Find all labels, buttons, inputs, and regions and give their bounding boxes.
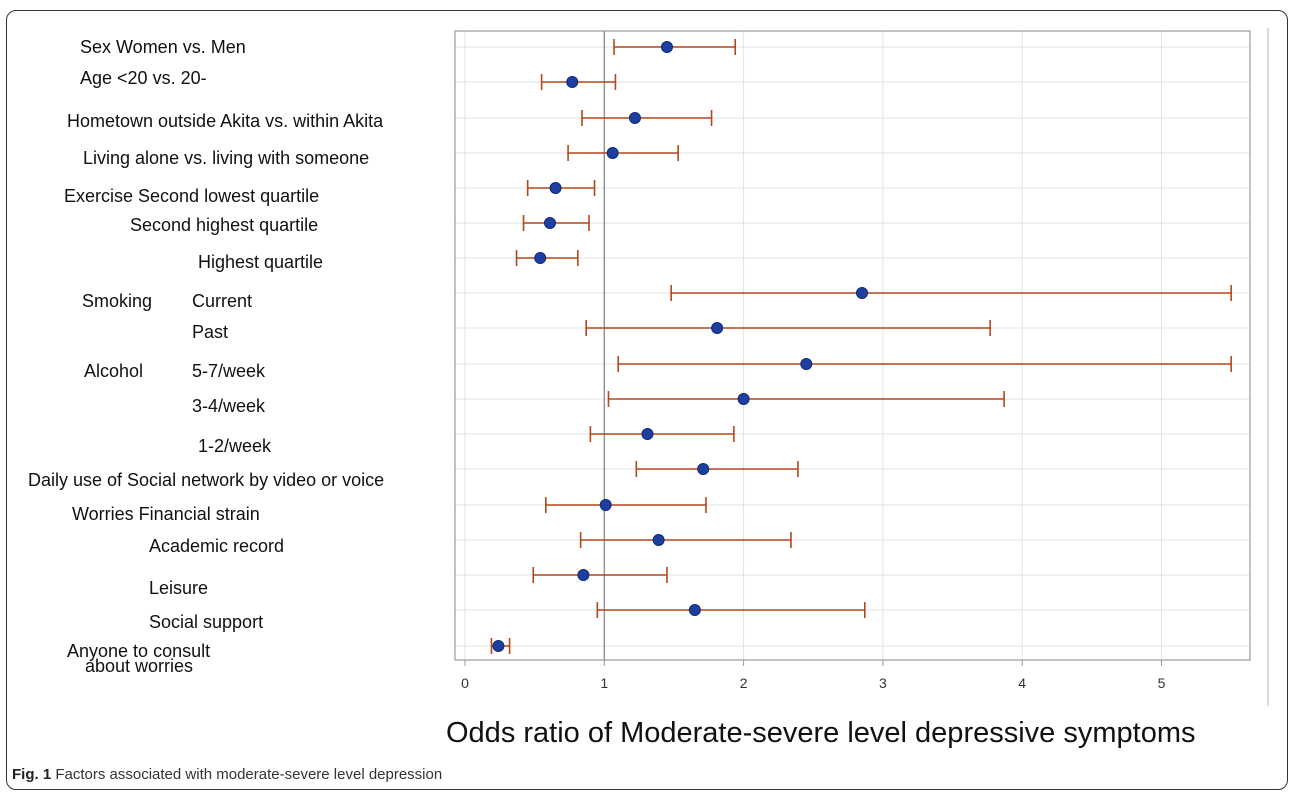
row-label-15-0: Leisure <box>149 578 208 598</box>
odds-ratio-point-13 <box>599 499 612 511</box>
odds-ratio-point-9 <box>800 358 813 370</box>
row-label-9-0: Alcohol <box>84 361 143 381</box>
row-label-17-1: about worries <box>85 656 193 676</box>
row-label-0-0: Sex Women vs. Men <box>80 37 246 57</box>
row-label-5-0: Second highest quartile <box>130 215 318 235</box>
row-label-4-0: Exercise Second lowest quartile <box>64 186 319 206</box>
row-label-14-0: Academic record <box>149 536 284 556</box>
plot-area <box>455 31 1250 660</box>
x-tick-label-2: 2 <box>740 675 748 691</box>
row-label-16-0: Social support <box>149 612 263 632</box>
odds-ratio-point-2 <box>628 112 641 124</box>
row-label-3-0: Living alone vs. living with someone <box>83 148 369 168</box>
row-label-6-0: Highest quartile <box>198 252 323 272</box>
row-label-7-0: Smoking <box>82 291 152 311</box>
x-tick-label-5: 5 <box>1158 675 1166 691</box>
odds-ratio-point-6 <box>534 252 547 264</box>
x-tick-label-4: 4 <box>1018 675 1026 691</box>
row-label-2-0: Hometown outside Akita vs. within Akita <box>67 111 384 131</box>
row-label-17-0: Anyone to consult <box>67 641 210 661</box>
row-label-9-1: 5-7/week <box>192 361 266 381</box>
plot-border <box>454 30 1251 661</box>
odds-ratio-point-4 <box>549 182 562 194</box>
row-label-7-1: Current <box>192 291 252 311</box>
x-tick-label-1: 1 <box>600 675 608 691</box>
odds-ratio-point-7 <box>856 287 869 299</box>
odds-ratio-point-14 <box>652 534 665 546</box>
row-label-12-0: Daily use of Social network by video or … <box>28 470 384 490</box>
odds-ratio-point-1 <box>566 76 579 88</box>
figure-caption: Fig. 1 Factors associated with moderate-… <box>12 766 442 783</box>
x-tick-label-3: 3 <box>879 675 887 691</box>
row-label-8-0: Past <box>192 322 228 342</box>
odds-ratio-point-15 <box>577 569 590 581</box>
figure-caption-label: Fig. 1 <box>12 766 52 783</box>
figure-caption-text: Factors associated with moderate-severe … <box>55 766 443 783</box>
odds-ratio-point-11 <box>641 428 654 440</box>
odds-ratio-point-17 <box>492 640 505 652</box>
x-axis-label: Odds ratio of Moderate-severe level depr… <box>446 717 1196 749</box>
odds-ratio-point-8 <box>711 322 724 334</box>
x-tick-label-0: 0 <box>461 675 469 691</box>
figure-frame <box>6 10 1288 790</box>
odds-ratio-point-3 <box>606 147 619 159</box>
row-label-13-0: Worries Financial strain <box>72 504 260 524</box>
odds-ratio-point-5 <box>543 217 556 229</box>
odds-ratio-point-10 <box>737 393 750 405</box>
odds-ratio-point-12 <box>697 463 710 475</box>
row-label-11-0: 1-2/week <box>198 436 272 456</box>
odds-ratio-point-0 <box>660 41 673 53</box>
row-label-10-0: 3-4/week <box>192 396 266 416</box>
row-label-1-0: Age <20 vs. 20- <box>80 68 207 88</box>
odds-ratio-point-16 <box>688 604 701 616</box>
